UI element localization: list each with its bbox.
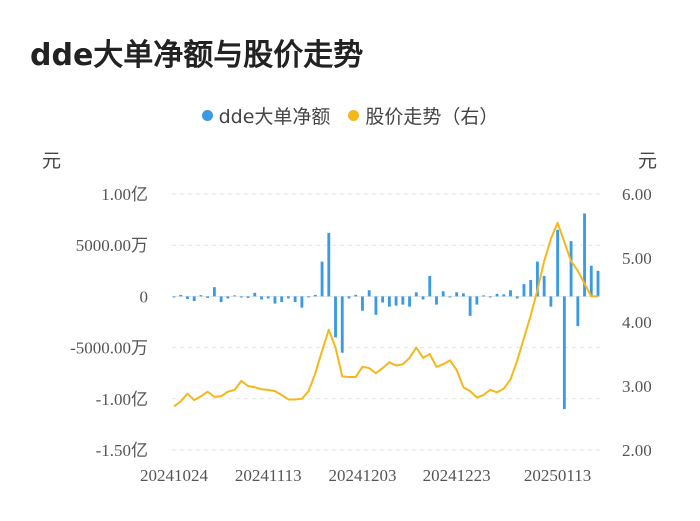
bar: [192, 296, 196, 302]
bar: [280, 296, 284, 303]
bar: [435, 296, 438, 305]
x-tick-label: 20241203: [328, 466, 396, 485]
bar: [583, 213, 586, 297]
bar: [475, 296, 479, 305]
bar: [529, 280, 533, 297]
bar: [367, 290, 371, 297]
left-tick-label: -5000.00万: [70, 339, 148, 358]
bar: [394, 296, 398, 306]
bar: [206, 296, 210, 298]
bar: [536, 261, 539, 297]
bar: [300, 296, 304, 308]
bar: [414, 292, 418, 297]
bar: [549, 296, 553, 307]
bar: [260, 296, 263, 300]
bar-series: [172, 213, 600, 410]
bar: [596, 270, 600, 297]
bar: [448, 296, 452, 298]
bar: [233, 295, 236, 297]
x-tick-label: 20250113: [524, 466, 591, 485]
x-tick-label: 20241024: [140, 466, 209, 485]
bar: [327, 232, 331, 297]
left-tick-label: 0: [140, 287, 149, 306]
bar: [421, 296, 425, 300]
bar: [461, 293, 465, 297]
x-tick-label: 20241223: [423, 466, 491, 485]
bar: [408, 296, 411, 307]
bar: [381, 296, 385, 303]
bar: [226, 296, 230, 299]
bar: [320, 261, 324, 297]
bar: [428, 275, 432, 297]
bar: [199, 295, 203, 297]
bar: [374, 296, 378, 315]
bar: [334, 296, 337, 338]
bar: [515, 296, 519, 299]
right-tick-label: 4.00: [622, 313, 652, 332]
bar: [488, 296, 492, 298]
right-tick-label: 5.00: [622, 249, 652, 268]
bar: [482, 295, 486, 297]
bar: [468, 296, 472, 316]
left-axis-unit: 元: [42, 150, 62, 172]
bar: [179, 294, 183, 297]
bar: [576, 296, 580, 327]
bar: [219, 296, 223, 303]
bar: [522, 284, 526, 297]
legend-label-dde: dde大单净额: [218, 106, 331, 128]
price-line: [173, 221, 598, 408]
right-axis-unit: 元: [638, 150, 658, 172]
bar: [401, 296, 405, 305]
bar: [186, 296, 189, 299]
bar: [307, 296, 311, 298]
bar: [509, 290, 512, 297]
bar: [293, 296, 297, 303]
legend-dot-dde: [201, 110, 213, 121]
bar: [253, 292, 257, 297]
legend-item-dde[interactable]: dde大单净额: [201, 102, 331, 129]
bar: [542, 275, 546, 297]
bar: [313, 294, 317, 297]
line-series: [173, 221, 598, 408]
legend-label-price: 股价走势（右）: [365, 106, 499, 128]
bar: [354, 294, 358, 297]
bar: [387, 296, 391, 307]
bar: [556, 229, 560, 297]
bar: [340, 296, 344, 353]
x-axis-ticks: 20241024 20241113 20241203 20241223 20250113: [140, 466, 591, 485]
bar: [569, 241, 573, 297]
left-tick-label: -1.50亿: [96, 441, 148, 460]
bar: [347, 296, 351, 299]
left-axis-ticks: 1.00亿 5000.00万 0 -5000.00万 -1.00亿 -1.50亿: [70, 185, 148, 460]
right-axis-ticks: 6.00 5.00 4.00 3.00 2.00: [622, 185, 652, 460]
bar: [266, 296, 270, 299]
x-tick-label: 20241113: [235, 466, 302, 485]
bar: [562, 296, 566, 410]
left-tick-label: 5000.00万: [76, 236, 148, 255]
bar: [273, 296, 277, 304]
left-tick-label: 1.00亿: [101, 185, 148, 204]
left-tick-label: -1.00亿: [96, 390, 148, 409]
bar: [286, 296, 290, 299]
bar: [246, 296, 250, 298]
right-tick-label: 2.00: [622, 441, 652, 460]
chart-title: dde大单净额与股价走势: [30, 38, 364, 73]
legend: dde大单净额 股价走势（右）: [0, 102, 700, 129]
bar: [212, 287, 216, 297]
legend-dot-price: [348, 110, 360, 121]
bar: [502, 294, 506, 297]
grid-lines: [172, 193, 600, 451]
legend-item-price[interactable]: 股价走势（右）: [348, 102, 498, 129]
bar: [455, 292, 459, 297]
bar: [441, 291, 445, 297]
bar: [361, 296, 364, 311]
bar: [239, 296, 243, 298]
right-tick-label: 6.00: [622, 185, 652, 204]
bar: [589, 265, 593, 297]
bar: [172, 296, 176, 298]
right-tick-label: 3.00: [622, 377, 652, 396]
bar: [495, 293, 499, 297]
